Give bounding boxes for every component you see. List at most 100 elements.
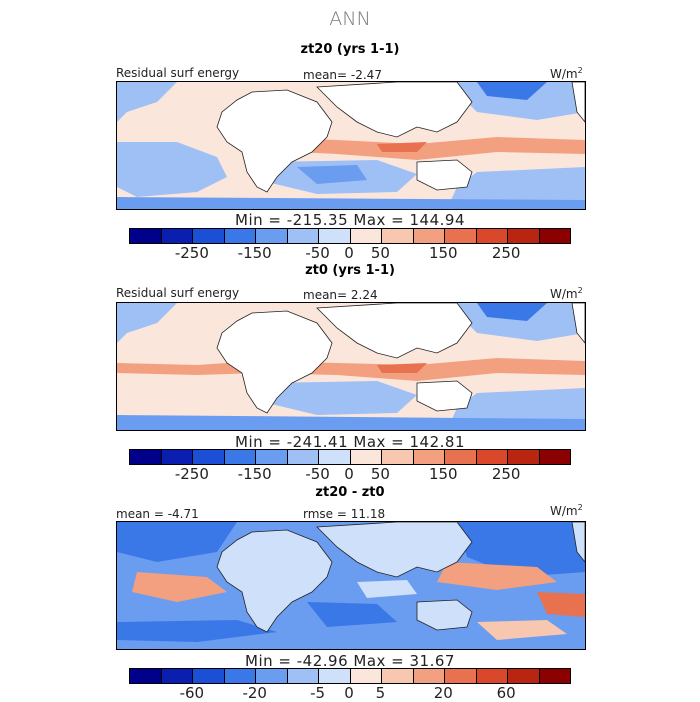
colorbar-tick-label: 0 [344,684,354,702]
colorbar-tick-label: 150 [428,244,458,262]
colorbar-tick-label: -250 [174,244,209,262]
figure-title: ANN [329,8,371,30]
colorbar-swatch [224,450,256,464]
australia-landmass [416,380,473,412]
ocean-warm-band [257,137,585,160]
colorbar-swatch [287,229,319,243]
panel-1-variable-label: Residual surf energy [116,66,240,80]
colorbar-swatch [445,229,477,243]
colorbar-swatch [539,669,570,683]
americas-landmass [571,82,585,123]
colorbar-tick-label: -50 [305,244,330,262]
colorbar-swatch [350,669,382,683]
ocean-strong-cool-region [457,522,585,577]
colorbar-swatch [319,229,351,243]
colorbar-swatch [382,669,414,683]
colorbar-swatch [161,229,193,243]
colorbar-swatch [476,669,508,683]
ocean-neutral-region [357,580,417,598]
panel-3-map [116,521,586,650]
panel-2-units: W/m2 [550,286,583,301]
colorbar-swatch [161,450,193,464]
ocean-hot-region [377,363,427,373]
americas-landmass [571,522,585,563]
colorbar-tick-label: 20 [433,684,453,702]
panel-3-title: zt20 - zt0 [315,485,385,500]
ocean-cool-region [117,142,227,197]
africa-europe-landmass [216,529,333,633]
colorbar-swatch [161,669,193,683]
colorbar-swatch [445,669,477,683]
asia-landmass [316,82,473,138]
colorbar-swatch [350,450,382,464]
colorbar-swatch [445,450,477,464]
americas-landmass [571,303,585,344]
panel-1-minmax: Min = -215.35 Max = 144.94 [235,211,465,229]
panel-1-colorbar [129,228,571,244]
panel-2-map [116,302,586,431]
colorbar-swatch [256,669,288,683]
ocean-cool-region [447,82,585,120]
colorbar-swatch [287,450,319,464]
ocean-warm-region [477,620,567,640]
panel-2-minmax: Min = -241.41 Max = 142.81 [235,433,465,451]
panel-3-map-svg [117,522,585,649]
colorbar-swatch [413,669,445,683]
asia-landmass [316,522,473,578]
colorbar-swatch [319,669,351,683]
colorbar-tick-label: 5 [375,684,386,702]
ocean-warm-region [132,572,227,602]
colorbar-swatch [224,669,256,683]
colorbar-tick-label: -20 [242,684,267,702]
panel-1-units: W/m2 [550,66,583,81]
colorbar-tick-label: 250 [491,465,521,483]
ocean-cool-region [447,303,585,341]
colorbar-tick-label: -150 [237,465,272,483]
africa-europe-landmass [216,310,333,414]
ocean-cool-region [117,82,177,122]
colorbar-tick-label: 250 [491,244,521,262]
colorbar-tick-label: 50 [370,465,390,483]
colorbar-swatch [350,229,382,243]
panel-2-variable-label: Residual surf energy [116,286,240,300]
ocean-cool-region [297,165,367,184]
ocean-cool-region [117,303,177,343]
ocean-hot-region [537,592,585,617]
southern-ocean-region [117,415,585,430]
colorbar-swatch [476,229,508,243]
colorbar-swatch [539,450,570,464]
colorbar-swatch [508,450,540,464]
colorbar-tick-label: -5 [310,684,326,702]
panel-2-colorbar [129,449,571,465]
africa-europe-landmass [216,89,333,193]
panel-3-units: W/m2 [550,503,583,518]
colorbar-swatch [130,229,162,243]
colorbar-swatch [193,669,225,683]
ocean-hot-region [377,142,427,152]
ocean-strong-cool-region [477,303,547,321]
colorbar-swatch [287,669,319,683]
colorbar-swatch [193,229,225,243]
colorbar-tick-label: 50 [370,244,390,262]
colorbar-swatch [413,229,445,243]
panel-1-map-svg [117,82,585,209]
ocean-strong-cool-region [307,602,397,627]
colorbar-swatch [539,229,570,243]
panel-3-colorbar [129,668,571,684]
ocean-strong-cool-region [477,82,547,100]
colorbar-swatch [382,229,414,243]
colorbar-swatch [476,450,508,464]
asia-landmass [316,303,473,359]
panel-1-mean-label: mean= -2.47 [303,68,382,82]
ocean-cool-region [267,381,417,415]
ocean-cool-region [447,167,585,209]
colorbar-swatch [256,229,288,243]
colorbar-tick-label: -50 [305,465,330,483]
southern-ocean-region [117,197,585,209]
colorbar-swatch [193,450,225,464]
colorbar-tick-label: -250 [174,465,209,483]
colorbar-swatch [224,229,256,243]
colorbar-swatch [382,450,414,464]
colorbar-tick-label: -150 [237,244,272,262]
panel-1-map [116,81,586,210]
